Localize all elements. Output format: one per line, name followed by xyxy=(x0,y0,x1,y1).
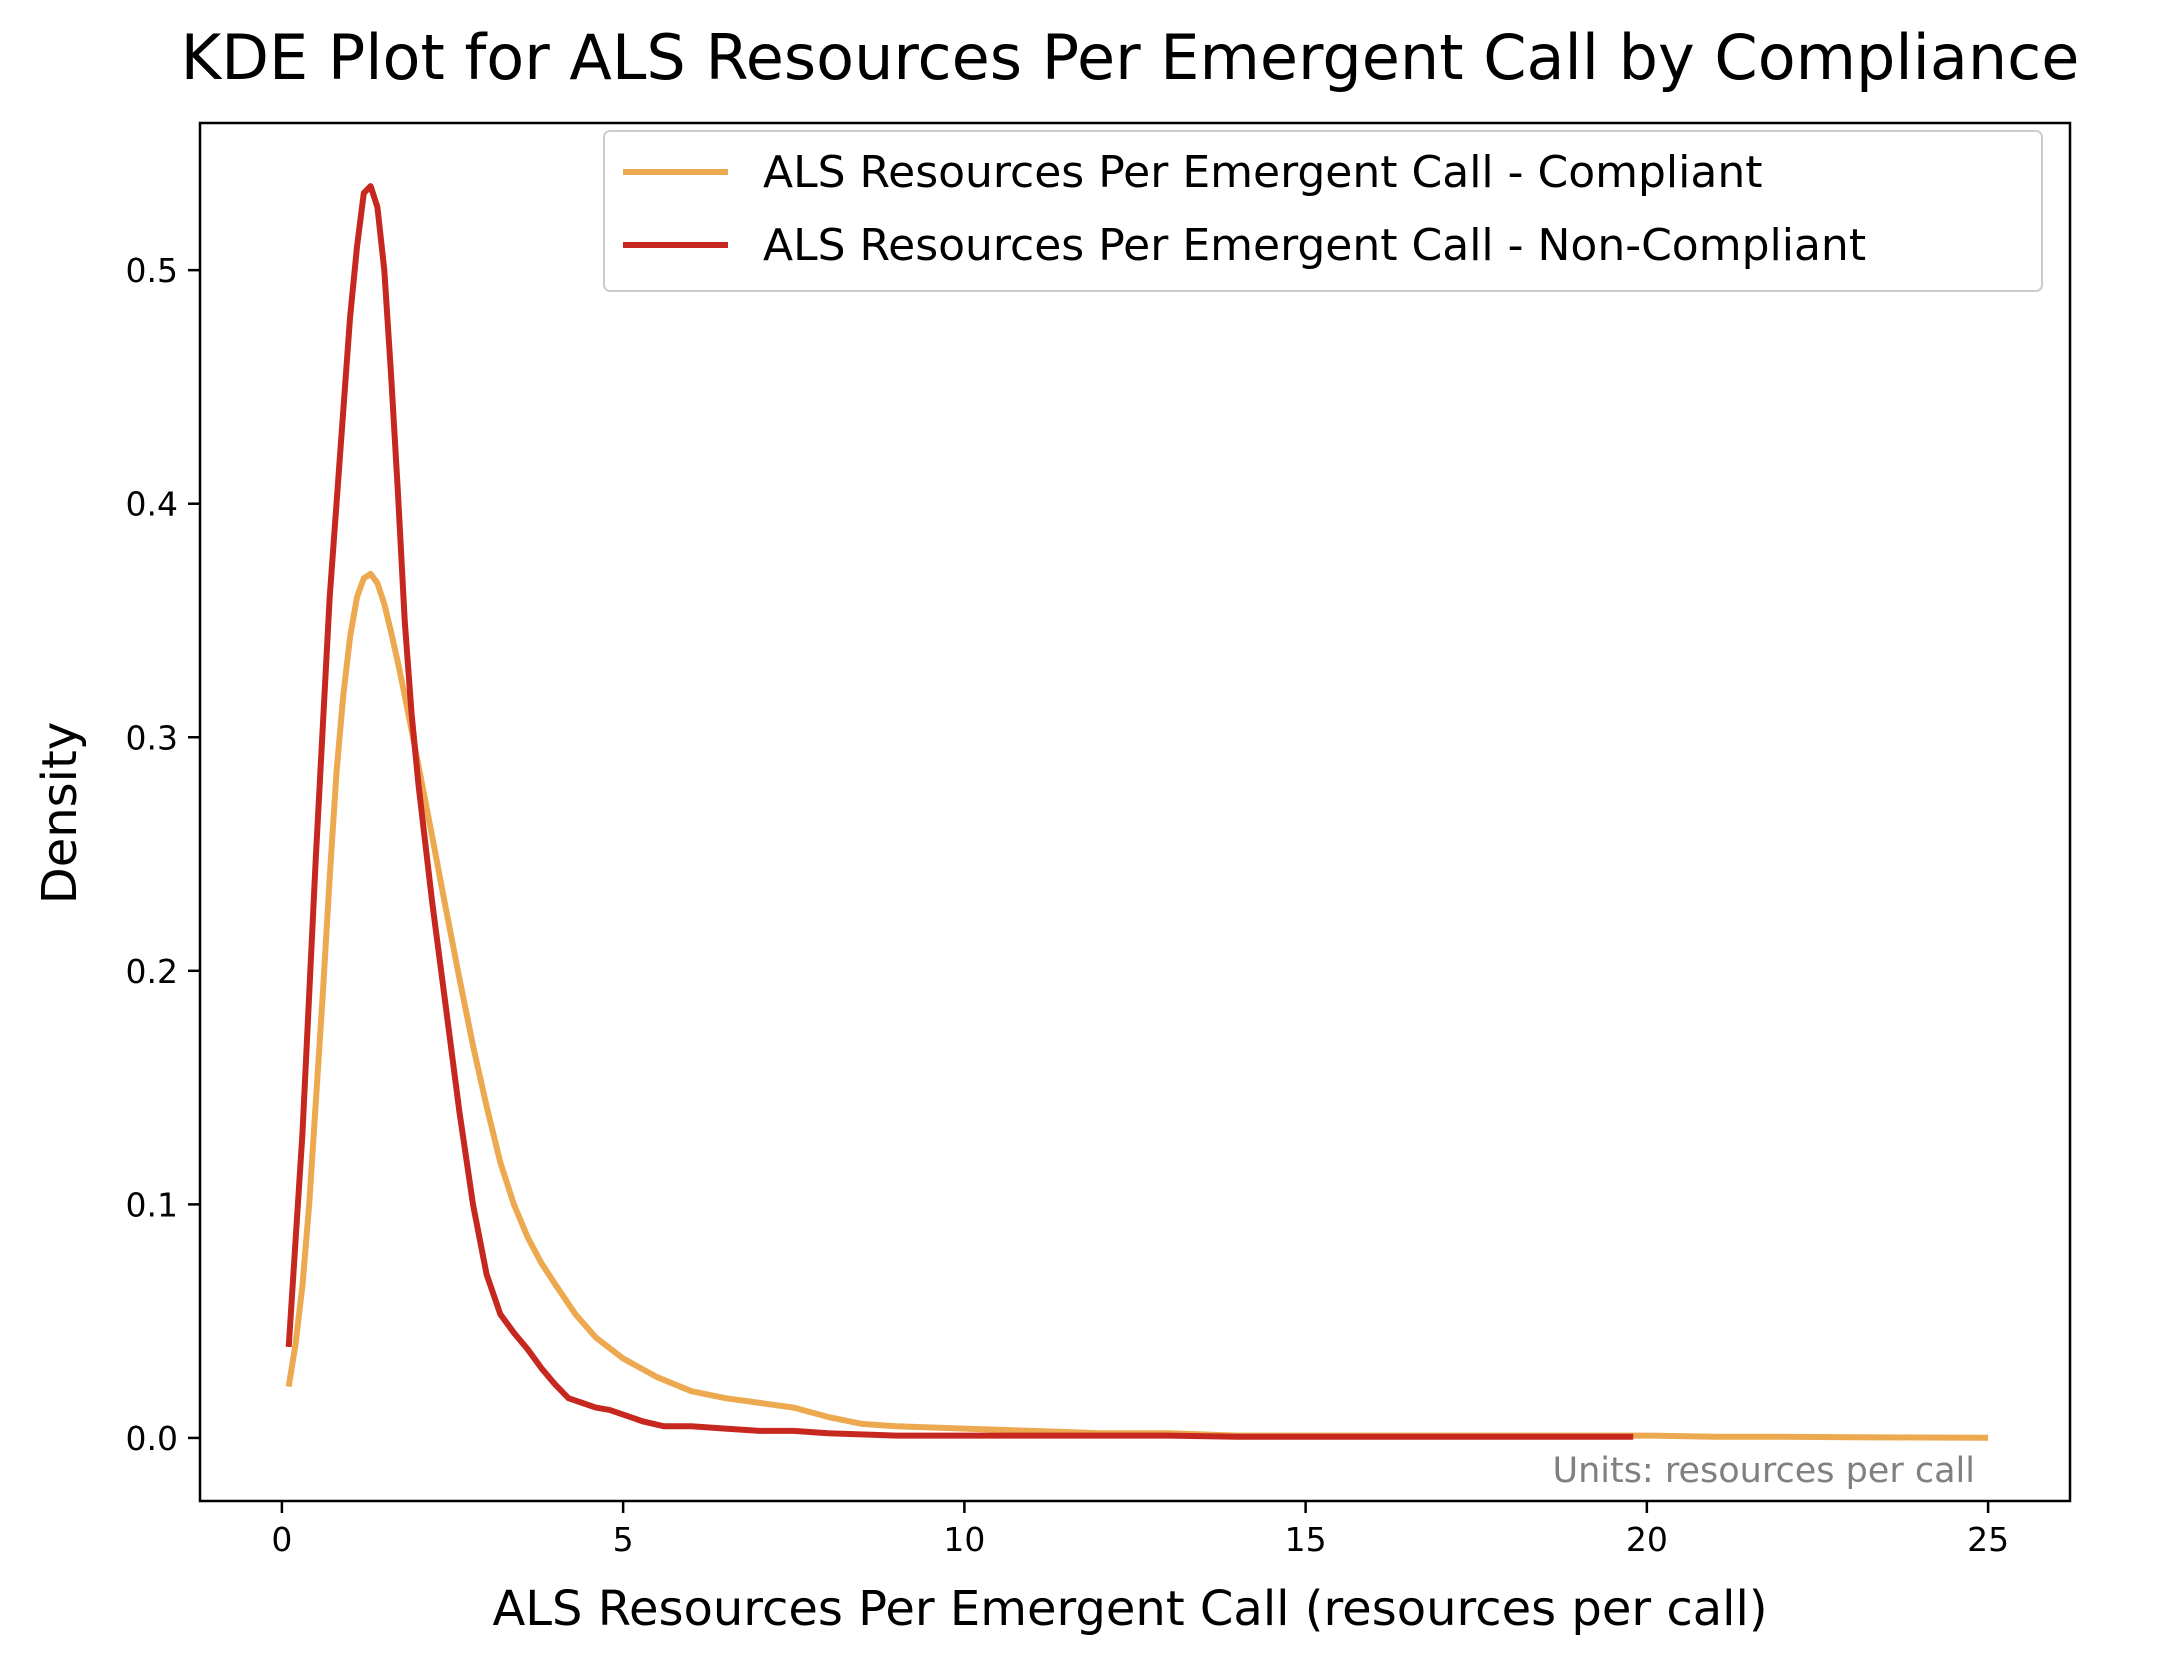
x-tick-label: 20 xyxy=(1626,1520,1668,1559)
x-tick-label: 10 xyxy=(943,1520,985,1559)
y-tick-label: 0.2 xyxy=(126,952,178,991)
y-tick-label: 0.0 xyxy=(126,1419,178,1458)
x-axis-label: ALS Resources Per Emergent Call (resourc… xyxy=(492,1581,1767,1637)
legend-label-non-compliant: ALS Resources Per Emergent Call - Non-Co… xyxy=(763,220,1866,271)
legend: ALS Resources Per Emergent Call - Compli… xyxy=(603,130,2043,292)
x-tick-label: 5 xyxy=(613,1520,634,1559)
y-tick-label: 0.1 xyxy=(126,1185,178,1224)
legend-frame xyxy=(603,130,2043,292)
series-line-non-compliant xyxy=(285,183,1634,1440)
x-tick-label: 25 xyxy=(1967,1520,2009,1559)
x-tick-label: 0 xyxy=(271,1520,292,1559)
y-axis-label: Density xyxy=(32,722,88,904)
y-axis-ticks: 0.0 0.1 0.2 0.3 0.4 0.5 xyxy=(126,251,200,1458)
x-axis-ticks: 0 5 10 15 20 25 xyxy=(271,1501,2009,1559)
x-tick-label: 15 xyxy=(1285,1520,1327,1559)
chart-title: KDE Plot for ALS Resources Per Emergent … xyxy=(181,21,2080,94)
series-layer xyxy=(285,183,1989,1441)
plot-frame xyxy=(198,121,2072,1503)
y-tick-label: 0.5 xyxy=(126,251,178,290)
y-tick-label: 0.4 xyxy=(126,485,178,524)
units-annotation: Units: resources per call xyxy=(1552,1451,1975,1491)
legend-label-compliant: ALS Resources Per Emergent Call - Compli… xyxy=(763,147,1762,198)
y-tick-label: 0.3 xyxy=(126,718,178,757)
